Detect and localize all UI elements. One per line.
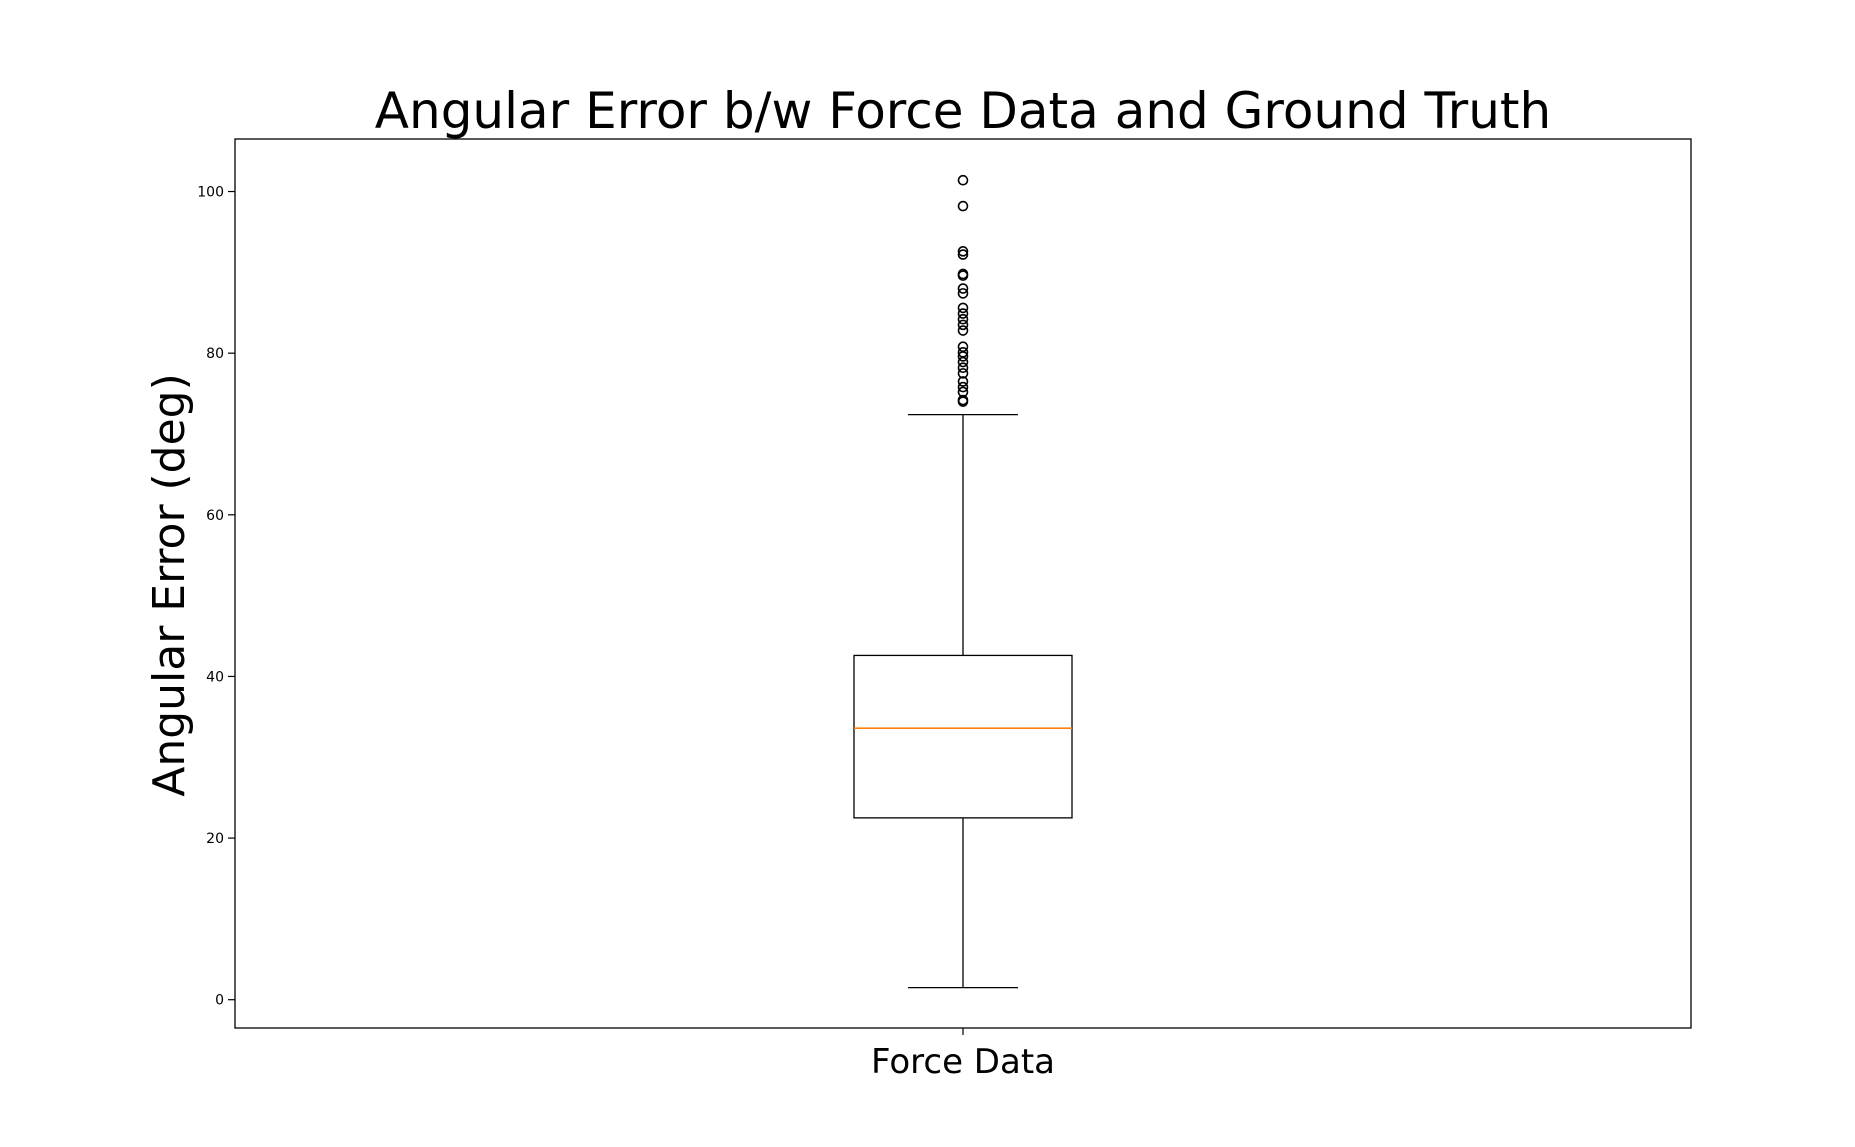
outlier-point — [957, 319, 969, 331]
y-axis-label: Angular Error (deg) — [144, 373, 195, 797]
interquartile-box — [853, 654, 1073, 819]
outlier-point — [957, 394, 969, 406]
outlier-point — [957, 313, 969, 325]
outlier-point — [957, 341, 969, 353]
outlier-point — [957, 386, 969, 398]
plot-area: 0 20 40 60 80 100 Force Data — [197, 138, 1692, 1082]
outlier-point — [957, 268, 969, 280]
outlier-point — [957, 302, 969, 314]
outlier-point — [957, 376, 969, 387]
box-plot-group — [853, 174, 1073, 989]
outlier-point — [957, 347, 969, 358]
y-tick-label: 100 — [197, 185, 224, 201]
y-tick-label: 40 — [206, 669, 224, 685]
y-tick-label: 20 — [206, 831, 224, 847]
outlier-point — [957, 249, 969, 260]
outlier-point — [957, 362, 969, 374]
outlier-point — [957, 368, 969, 379]
outlier-point — [957, 174, 969, 186]
x-tick-label: Force Data — [871, 1042, 1055, 1082]
outlier-point — [957, 288, 969, 299]
outlier-point — [957, 381, 969, 393]
y-tick-label: 0 — [215, 993, 224, 1009]
chart-title: Angular Error b/w Force Data and Ground … — [375, 82, 1551, 140]
outlier-point — [957, 308, 969, 319]
outlier-point — [957, 325, 969, 336]
y-tick-label: 60 — [206, 508, 224, 524]
outlier-point — [957, 200, 969, 212]
y-tick-label: 80 — [206, 346, 224, 362]
outlier-point — [957, 283, 969, 294]
outlier-point — [957, 246, 969, 257]
